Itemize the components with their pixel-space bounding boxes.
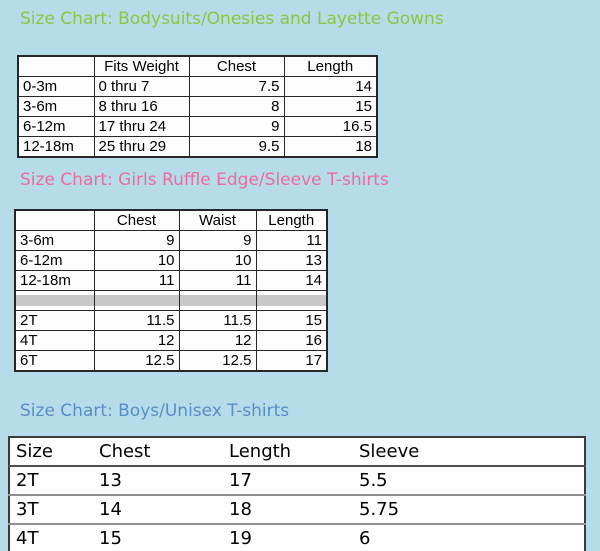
- size-cell: 2T: [14, 310, 95, 331]
- length-cell: 18: [283, 136, 378, 158]
- size-cell: 6T: [14, 350, 95, 372]
- table-row: 3-6m 8 thru 16 8 15: [17, 96, 378, 117]
- separator-cell: [255, 290, 328, 311]
- length-cell: 15: [255, 310, 328, 331]
- table-row: 2T 11.5 11.5 15: [14, 310, 328, 331]
- column-header-chest: Chest: [93, 209, 180, 231]
- chest-cell: 9: [188, 116, 285, 137]
- length-cell: 14: [283, 76, 378, 97]
- size-cell: 3-6m: [17, 96, 95, 117]
- table-row: 12-18m 25 thru 29 9.5 18: [17, 136, 378, 158]
- size-cell: 3T: [9, 494, 99, 524]
- separator-row: [14, 290, 328, 311]
- separator-bar: [180, 295, 255, 306]
- section-boys-tshirts-heading: Size Chart: Boys/Unisex T-shirts: [20, 401, 290, 421]
- waist-cell: 12: [178, 330, 257, 351]
- length-cell: 17: [255, 350, 328, 372]
- section-girls-tshirts-heading: Size Chart: Girls Ruffle Edge/Sleeve T-s…: [20, 170, 389, 190]
- length-cell: 11: [255, 230, 328, 251]
- chest-cell: 7.5: [188, 76, 285, 97]
- boys-tshirt-size-table: Size Chest Length Sleeve 2T 13 17 5.5 3T…: [8, 436, 586, 551]
- bodysuits-size-table: Fits Weight Chest Length 0-3m 0 thru 7 7…: [17, 55, 378, 158]
- length-cell: 14: [255, 270, 328, 291]
- size-cell: 3-6m: [14, 230, 95, 251]
- table-row: 2T 13 17 5.5: [9, 466, 585, 495]
- girls-tshirt-size-table: Chest Waist Length 3-6m 9 9 11 6-12m 10 …: [14, 209, 328, 372]
- size-cell: 6-12m: [14, 250, 95, 271]
- column-header-length: Length: [283, 55, 378, 77]
- table-row: 6T 12.5 12.5 17: [14, 350, 328, 372]
- length-cell: 13: [255, 250, 328, 271]
- weight-cell: 8 thru 16: [93, 96, 190, 117]
- section-bodysuits-heading: Size Chart: Bodysuits/Onesies and Layett…: [20, 9, 444, 29]
- weight-cell: 17 thru 24: [93, 116, 190, 137]
- table-row: 6-12m 17 thru 24 9 16.5: [17, 116, 378, 137]
- separator-bar: [95, 295, 178, 306]
- table-row: 12-18m 11 11 14: [14, 270, 328, 291]
- chest-cell: 12: [93, 330, 180, 351]
- column-header-blank: [17, 55, 95, 77]
- chest-cell: 10: [93, 250, 180, 271]
- table-row: 3T 14 18 5.75: [9, 494, 585, 524]
- length-cell: 19: [229, 523, 359, 551]
- size-cell: 12-18m: [17, 136, 95, 158]
- chest-cell: 9.5: [188, 136, 285, 158]
- column-header-length: Length: [229, 437, 359, 467]
- column-header-sleeve: Sleeve: [359, 437, 585, 467]
- size-cell: 12-18m: [14, 270, 95, 291]
- column-header-length: Length: [255, 209, 328, 231]
- size-cell: 4T: [9, 523, 99, 551]
- waist-cell: 10: [178, 250, 257, 271]
- separator-cell: [178, 290, 257, 311]
- sleeve-cell: 5.75: [359, 494, 585, 524]
- column-header-waist: Waist: [178, 209, 257, 231]
- table-row: 4T 15 19 6: [9, 523, 585, 551]
- size-cell: 2T: [16, 470, 39, 491]
- chest-cell: 12.5: [93, 350, 180, 372]
- size-cell: 0-3m: [17, 76, 95, 97]
- chest-cell: 15: [99, 523, 229, 551]
- table-header-row: Size Chest Length Sleeve: [9, 437, 585, 467]
- table-row: 3-6m 9 9 11: [14, 230, 328, 251]
- chest-cell: 13: [99, 470, 122, 491]
- separator-bar: [16, 295, 93, 306]
- sleeve-cell: 6: [359, 523, 585, 551]
- length-cell: 16.5: [283, 116, 378, 137]
- weight-cell: 0 thru 7: [93, 76, 190, 97]
- chest-cell: 14: [99, 494, 229, 524]
- waist-cell: 12.5: [178, 350, 257, 372]
- weight-cell: 25 thru 29: [93, 136, 190, 158]
- chest-cell: 11: [93, 270, 180, 291]
- length-cell: 16: [255, 330, 328, 351]
- table-row: 4T 12 12 16: [14, 330, 328, 351]
- table-row: 6-12m 10 10 13: [14, 250, 328, 271]
- length-cell: 17: [229, 470, 252, 491]
- chest-cell: 11.5: [93, 310, 180, 331]
- waist-cell: 11: [178, 270, 257, 291]
- column-header-chest: Chest: [188, 55, 285, 77]
- column-header-blank: [14, 209, 95, 231]
- column-header-size: Size: [9, 437, 99, 467]
- length-cell: 18: [229, 494, 359, 524]
- separator-bar: [257, 295, 326, 306]
- column-header-fits-weight: Fits Weight: [93, 55, 190, 77]
- length-cell: 15: [283, 96, 378, 117]
- separator-cell: [14, 290, 95, 311]
- chest-cell: 8: [188, 96, 285, 117]
- column-header-chest: Chest: [99, 437, 229, 467]
- chest-cell: 9: [93, 230, 180, 251]
- size-cell: 4T: [14, 330, 95, 351]
- table-row: 0-3m 0 thru 7 7.5 14: [17, 76, 378, 97]
- waist-cell: 9: [178, 230, 257, 251]
- separator-cell: [93, 290, 180, 311]
- sleeve-cell: 5.5: [359, 470, 388, 491]
- table-header-row: Chest Waist Length: [14, 209, 328, 231]
- waist-cell: 11.5: [178, 310, 257, 331]
- table-header-row: Fits Weight Chest Length: [17, 55, 378, 77]
- size-cell: 6-12m: [17, 116, 95, 137]
